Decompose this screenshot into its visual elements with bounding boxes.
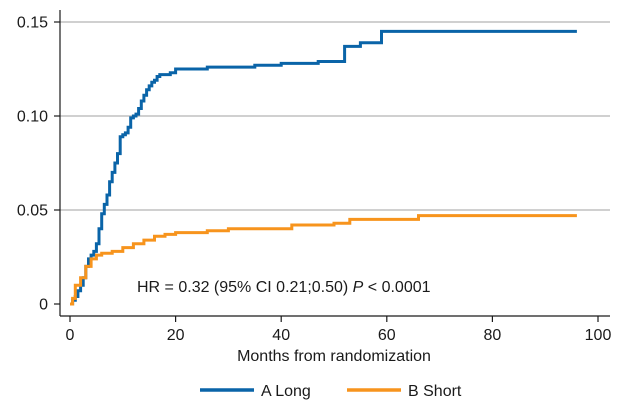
x-tick-label-0: 0 [66, 327, 75, 344]
series-lines [70, 29, 577, 306]
y-tick-label-2: 0.10 [17, 109, 48, 126]
series-line-a-long [70, 29, 577, 306]
x-axis-title: Months from randomization [237, 348, 431, 365]
p-value-text: < 0.0001 [363, 279, 430, 296]
hazard-ratio-text: HR = 0.32 (95% CI 0.21;0.50) [137, 279, 353, 296]
legend-label-a-long: A Long [261, 383, 311, 400]
x-tick-label-1: 20 [167, 327, 185, 344]
hazard-ratio-annotation: HR = 0.32 (95% CI 0.21;0.50) P < 0.0001 [137, 279, 431, 296]
legend: A Long B Short [200, 383, 462, 400]
series-line-b-short [70, 214, 577, 306]
y-tick-label-1: 0.05 [17, 203, 48, 220]
x-tick-label-4: 80 [484, 327, 502, 344]
y-tick-label-3: 0.15 [17, 15, 48, 32]
x-tick-label-3: 60 [378, 327, 396, 344]
p-value-label: P [353, 279, 364, 296]
axes: 0 0.05 0.10 0.15 0 20 40 60 80 100 [17, 10, 612, 344]
grid-lines [60, 21, 610, 211]
x-tick-label-5: 100 [585, 327, 612, 344]
y-tick-label-0: 0 [39, 297, 48, 314]
x-tick-label-2: 40 [272, 327, 290, 344]
legend-label-b-short: B Short [408, 383, 462, 400]
